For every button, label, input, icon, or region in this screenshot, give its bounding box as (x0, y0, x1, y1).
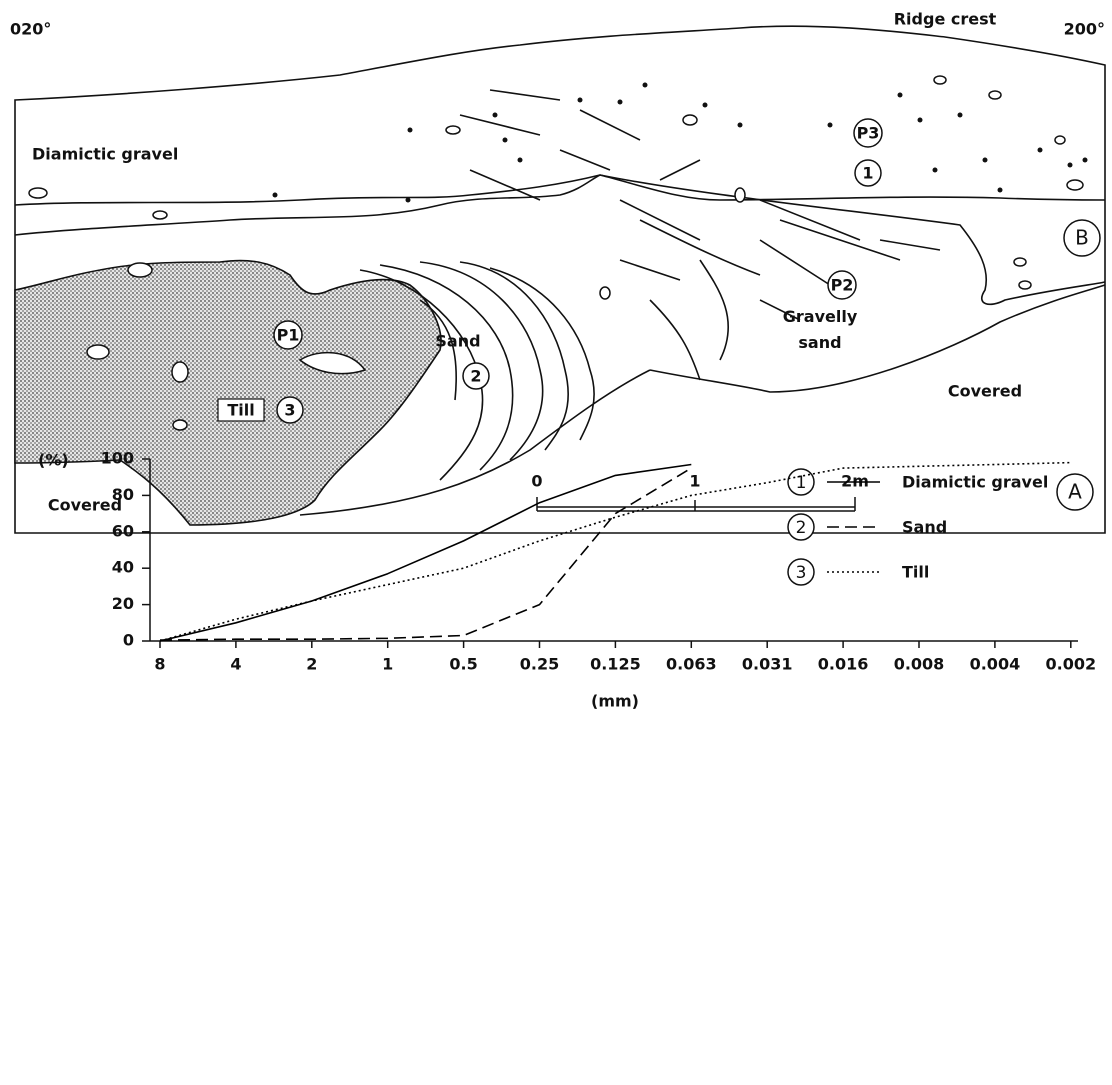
y-tick-label: 100 (101, 449, 134, 468)
x-tick-label: 1 (382, 655, 393, 674)
y-tick-label: 40 (112, 558, 134, 577)
legend-marker (787, 558, 815, 586)
data-line (159, 461, 1071, 642)
x-axis-label: (mm) (591, 692, 639, 711)
legend-marker (787, 513, 815, 541)
sample-label: 3 (284, 401, 295, 420)
unit-label: Gravelly sand (782, 307, 858, 352)
unit-label: Till (227, 401, 254, 420)
x-tick-label: 8 (154, 655, 165, 674)
x-tick-label: 0.004 (970, 655, 1021, 674)
y-tick-label: 0 (123, 631, 134, 650)
legend-number: 3 (796, 563, 807, 583)
legend-number: 2 (796, 518, 807, 538)
profile-label: P2 (831, 276, 854, 295)
legend-label: Sand (902, 518, 947, 537)
panel-label: A (1068, 480, 1082, 504)
x-tick-label: 0.25 (520, 655, 559, 674)
unit-label: Diamictic gravel (32, 145, 178, 164)
legend-label: Till (902, 563, 929, 582)
scale-label: 2m (841, 472, 869, 491)
panel-label: B (1075, 226, 1089, 250)
profile-label: P3 (857, 124, 880, 143)
y-tick-label: 20 (112, 594, 134, 613)
bearing-left: 020° (10, 20, 51, 39)
legend-label: Diamictic gravel (902, 473, 1048, 492)
x-tick-label: 0.002 (1045, 655, 1096, 674)
x-tick-label: 0.016 (818, 655, 869, 674)
unit-label: Sand (435, 332, 480, 351)
y-tick-label: 80 (112, 485, 134, 504)
legend-marker (787, 468, 815, 496)
y-tick-label: 60 (112, 521, 134, 540)
x-tick-label: 0.125 (590, 655, 641, 674)
scale-label: 1 (689, 472, 700, 491)
x-tick-label: 0.5 (449, 655, 477, 674)
sample-label: 2 (470, 367, 481, 386)
unit-label: Covered (948, 382, 1022, 401)
data-line (159, 463, 692, 642)
y-axis-label: (%) (38, 451, 69, 470)
sample-label: 1 (862, 164, 873, 183)
x-tick-label: 0.008 (894, 655, 945, 674)
x-tick-label: 4 (230, 655, 241, 674)
profile-label: P1 (277, 326, 300, 345)
x-tick-label: 2 (306, 655, 317, 674)
bearing-right: 200° (1064, 20, 1105, 39)
x-tick-label: 0.031 (742, 655, 793, 674)
x-tick-label: 0.063 (666, 655, 717, 674)
ridge-crest-label: Ridge crest (894, 10, 997, 29)
scale-label: 0 (531, 472, 542, 491)
legend-number: 1 (796, 473, 807, 493)
section-sketch (14, 25, 1106, 534)
unit-label: Covered (48, 496, 122, 515)
